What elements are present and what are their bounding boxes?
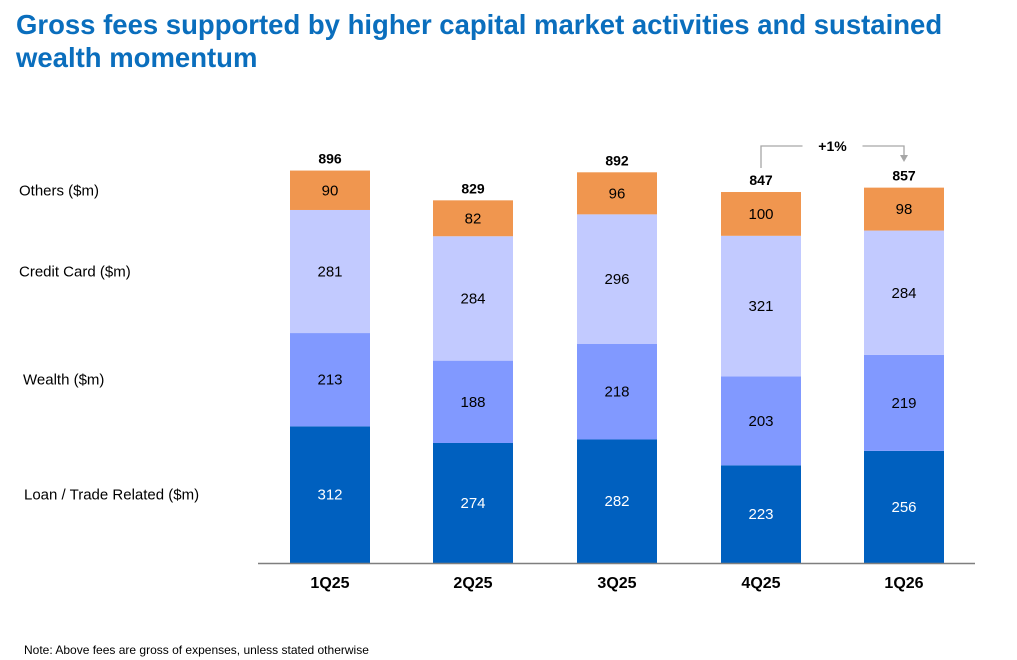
- page-title: Gross fees supported by higher capital m…: [16, 9, 943, 73]
- segment-value-label: 284: [460, 290, 485, 307]
- segment-value-label: 213: [317, 372, 342, 389]
- category-label-2Q25: 2Q25: [453, 575, 492, 592]
- bar-segment-1Q26-1: [864, 354, 944, 451]
- legend-label-3: Others ($m): [19, 182, 99, 199]
- bar-segment-4Q25-1: [721, 376, 801, 466]
- bar-segment-2Q25-0: [433, 442, 513, 563]
- segment-value-label: 282: [604, 493, 629, 510]
- bars-group: [258, 170, 975, 565]
- segment-value-label: 219: [891, 395, 916, 412]
- bar-segment-1Q25-3: [290, 170, 370, 210]
- segment-value-label: 90: [322, 182, 339, 199]
- segment-value-label: 98: [896, 201, 913, 218]
- bar-segment-1Q26-0: [864, 450, 944, 563]
- segment-value-label: 284: [891, 285, 916, 302]
- bar-segment-2Q25-2: [433, 236, 513, 361]
- segment-value-label: 100: [748, 206, 773, 223]
- segment-value-label: 223: [748, 506, 773, 523]
- total-label-3Q25: 892: [605, 152, 629, 168]
- bar-segment-2Q25-1: [433, 360, 513, 443]
- footnote: Note: Above fees are gross of expenses, …: [24, 643, 369, 657]
- legend-label-0: Loan / Trade Related ($m): [24, 487, 199, 504]
- bar-segment-4Q25-0: [721, 465, 801, 563]
- bar-segment-1Q26-2: [864, 230, 944, 355]
- bar-segment-4Q25-3: [721, 192, 801, 236]
- bar-segment-1Q25-0: [290, 426, 370, 563]
- category-label-1Q26: 1Q26: [884, 575, 923, 592]
- segment-value-label: 82: [465, 210, 482, 227]
- bar-segment-3Q25-1: [577, 344, 657, 440]
- segment-value-label: 218: [604, 384, 629, 401]
- growth-arrow-icon: [900, 155, 908, 162]
- bar-segment-4Q25-2: [721, 235, 801, 377]
- growth-label: +1%: [818, 138, 847, 154]
- bar-segment-3Q25-3: [577, 172, 657, 215]
- bar-segment-1Q26-3: [864, 187, 944, 231]
- category-label-1Q25: 1Q25: [310, 575, 349, 592]
- segment-value-label: 281: [317, 264, 342, 281]
- total-label-2Q25: 829: [461, 180, 485, 196]
- segment-value-label: 203: [748, 413, 773, 430]
- stacked-bar-chart: 312 213 281 90 896 1Q25 274 188 284 82 829 2Q25 282 2…: [19, 138, 975, 592]
- category-label-4Q25: 4Q25: [741, 575, 780, 592]
- bar-segment-1Q25-2: [290, 209, 370, 334]
- segment-value-label: 321: [748, 298, 773, 315]
- legend-label-2: Credit Card ($m): [19, 264, 131, 281]
- segment-value-label: 296: [604, 271, 629, 288]
- segment-value-label: 312: [317, 487, 342, 504]
- segment-value-label: 188: [460, 394, 485, 411]
- segment-value-label: 274: [460, 495, 485, 512]
- segment-value-label: 256: [891, 499, 916, 516]
- bar-segment-3Q25-0: [577, 439, 657, 563]
- legend-label-1: Wealth ($m): [23, 372, 104, 389]
- total-label-4Q25: 847: [749, 172, 773, 188]
- category-label-3Q25: 3Q25: [597, 575, 636, 592]
- total-label-1Q25: 896: [318, 151, 342, 167]
- labels-group: 312 213 281 90 896 1Q25 274 188 284 82 829 2Q25 282 2…: [19, 138, 924, 592]
- growth-bracket: [760, 145, 905, 169]
- bar-segment-1Q25-1: [290, 333, 370, 427]
- segment-value-label: 96: [609, 185, 626, 202]
- total-label-1Q26: 857: [892, 168, 916, 184]
- bar-segment-3Q25-2: [577, 214, 657, 344]
- bar-segment-2Q25-3: [433, 200, 513, 237]
